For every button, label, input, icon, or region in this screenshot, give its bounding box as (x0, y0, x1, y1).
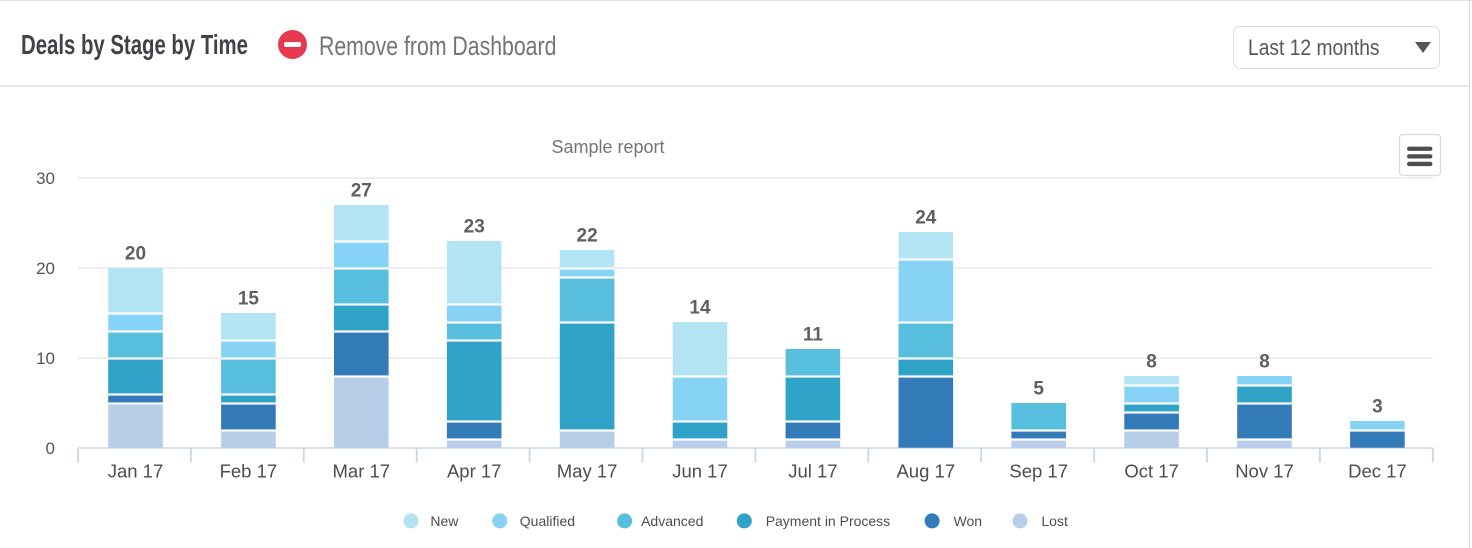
svg-text:Won: Won (954, 513, 983, 529)
svg-text:Oct 17: Oct 17 (1124, 461, 1179, 482)
svg-text:11: 11 (803, 325, 824, 346)
svg-text:8: 8 (1259, 352, 1270, 373)
svg-text:3: 3 (1372, 397, 1383, 418)
svg-text:14: 14 (689, 298, 711, 319)
svg-text:8: 8 (1146, 352, 1157, 373)
svg-text:Sample report: Sample report (551, 137, 664, 157)
svg-text:Aug 17: Aug 17 (896, 461, 955, 482)
svg-text:22: 22 (577, 226, 598, 247)
svg-text:Nov 17: Nov 17 (1235, 461, 1294, 482)
svg-text:Mar 17: Mar 17 (333, 461, 391, 482)
svg-text:5: 5 (1033, 379, 1044, 400)
svg-text:Advanced: Advanced (641, 513, 703, 529)
svg-text:15: 15 (238, 289, 260, 310)
svg-text:23: 23 (464, 217, 485, 238)
svg-text:27: 27 (351, 181, 372, 202)
svg-text:30: 30 (36, 169, 55, 188)
svg-text:Feb 17: Feb 17 (220, 461, 278, 482)
svg-text:10: 10 (36, 349, 55, 368)
svg-text:May 17: May 17 (557, 461, 618, 482)
svg-text:0: 0 (46, 439, 55, 458)
svg-text:Apr 17: Apr 17 (447, 461, 502, 482)
svg-text:Dec 17: Dec 17 (1348, 461, 1407, 482)
svg-text:New: New (430, 513, 459, 529)
svg-text:Sep 17: Sep 17 (1009, 461, 1068, 482)
svg-text:Payment in Process: Payment in Process (766, 513, 891, 529)
svg-text:20: 20 (125, 244, 146, 265)
svg-text:Jan 17: Jan 17 (108, 461, 164, 482)
svg-text:Jul 17: Jul 17 (788, 461, 837, 482)
svg-text:Lost: Lost (1041, 513, 1068, 529)
svg-text:20: 20 (36, 259, 55, 278)
svg-text:Qualified: Qualified (520, 513, 575, 529)
svg-text:Jun 17: Jun 17 (672, 461, 728, 482)
svg-text:24: 24 (915, 208, 937, 229)
